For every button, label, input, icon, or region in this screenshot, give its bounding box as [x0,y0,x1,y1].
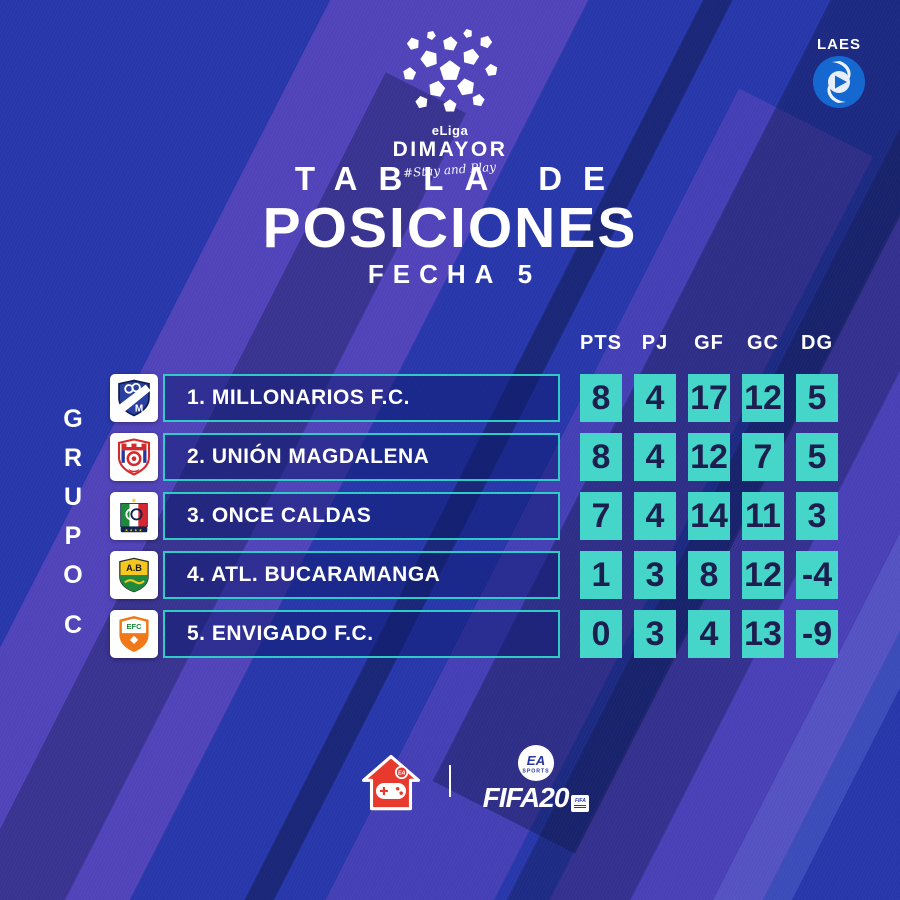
bucaramanga-crest: A.B [110,551,158,599]
team-bar: 2. UNIÓN MAGDALENA [163,433,560,481]
eliga-wordmark-small: eLiga [431,123,469,138]
group-letter: U [63,483,83,511]
envigado-crest-letters: EFC [127,622,143,631]
stat-pts: 0 [580,610,622,658]
col-header-gf: GF [694,332,724,354]
team-bar: 5. ENVIGADO F.C. [163,610,560,658]
union-magdalena-crest [110,433,158,481]
stat-gc: 11 [742,492,784,540]
stat-pj: 3 [634,610,676,658]
title-matchday: FECHA 5 [367,259,542,290]
table-row-union-magdalena: 2. UNIÓN MAGDALENA 8 4 12 7 5 [110,433,900,481]
stats-column-headers: PTS PJ GF GC DG [110,332,900,358]
laes-badge-icon [813,56,865,108]
fifa-box-label: FIFA [574,798,586,804]
bucaramanga-crest-icon: A.B [119,557,149,593]
team-name: 3. ONCE CALDAS [187,504,372,527]
team-name: 5. ENVIGADO F.C. [187,622,374,645]
col-header-gc: GC [747,332,779,354]
pentagon-network-icon [402,27,499,112]
stat-dg: -4 [796,551,838,599]
house-ea-letters: EA [398,771,406,777]
fifa-box-icon: FIFA [571,795,590,812]
group-letter: O [63,561,83,589]
fifa20-wordmark: FIFA20 FIFA [483,784,590,812]
bucaramanga-crest-letters: A.B [126,563,142,573]
envigado-crest: EFC [110,610,158,658]
stat-pj: 3 [634,551,676,599]
fifa20-text: FIFA20 [482,782,570,813]
stat-pts: 8 [580,374,622,422]
millonarios-crest: M [110,374,158,422]
once-caldas-crest: ★ ★★★★ [110,492,158,540]
dimayor-wordmark: DIMAYOR [392,138,508,161]
team-bar: 1. MILLONARIOS F.C. [163,374,560,422]
once-caldas-star: ★ [131,497,137,505]
stat-gc: 12 [742,551,784,599]
ea-letters: EA [527,753,545,768]
stat-gc: 12 [742,374,784,422]
stat-pts: 1 [580,551,622,599]
stat-gf: 14 [688,492,730,540]
stat-dg: 3 [796,492,838,540]
page-title: TABLA DE POSICIONES FECHA 5 [0,160,900,290]
union-magdalena-crest-icon [117,438,151,476]
stat-dg: 5 [796,433,838,481]
millonarios-crest-icon: M [118,379,151,417]
team-bar: 4. ATL. BUCARAMANGA [163,551,560,599]
team-name: 1. MILLONARIOS F.C. [187,386,411,409]
envigado-crest-icon: EFC [119,616,149,653]
ea-stay-home-logo: EA [360,752,422,819]
team-name: 4. ATL. BUCARAMANGA [187,563,441,586]
stat-gc: 7 [742,433,784,481]
stat-pts: 7 [580,492,622,540]
title-line-1: TABLA DE [294,160,627,197]
table-row-once-caldas: ★ ★★★★ 3. ONCE CALDAS 7 4 14 11 3 [110,492,900,540]
laes-logo: LAES [796,36,882,114]
stat-pj: 4 [634,492,676,540]
stat-gf: 12 [688,433,730,481]
team-bar: 3. ONCE CALDAS [163,492,560,540]
table-row-envigado: EFC 5. ENVIGADO F.C. 0 3 4 13 -9 [110,610,900,658]
millonarios-crest-letter: M [135,403,143,414]
eliga-dimayor-logo: eLiga DIMAYOR #Stay and Play [0,24,900,180]
group-letter-c: C [63,611,83,639]
stat-gf: 8 [688,551,730,599]
stat-pts: 8 [580,433,622,481]
title-line-2: POSICIONES [262,195,638,260]
table-row-millonarios: M 1. MILLONARIOS F.C. 8 4 17 12 5 [110,374,900,422]
house-gamepad-icon: EA [361,754,421,811]
group-letter: G [63,405,83,433]
standings-table: M 1. MILLONARIOS F.C. 8 4 17 12 5 2. UNI… [110,374,900,669]
group-letter: P [64,522,82,550]
svg-text:★★★★: ★★★★ [125,528,143,532]
ea-sports-fifa20-logo: EA SPORTS FIFA20 FIFA [476,744,596,812]
footer-divider [449,765,451,797]
col-header-pj: PJ [641,332,669,354]
group-label: G R U P O C [55,400,91,645]
team-name: 2. UNIÓN MAGDALENA [187,445,430,468]
stat-dg: 5 [796,374,838,422]
table-row-bucaramanga: A.B 4. ATL. BUCARAMANGA 1 3 8 12 -4 [110,551,900,599]
stat-dg: -9 [796,610,838,658]
stat-gc: 13 [742,610,784,658]
footer-sponsors: EA EA SPORTS FIFA20 FIFA [0,744,900,844]
col-header-dg: DG [801,332,833,354]
sports-letters: SPORTS [522,769,549,775]
group-letter: R [63,444,83,472]
stat-gf: 17 [688,374,730,422]
col-header-pts: PTS [580,332,622,354]
stat-pj: 4 [634,374,676,422]
laes-wordmark: LAES [816,36,861,53]
stat-pj: 4 [634,433,676,481]
once-caldas-crest-icon: ★ ★★★★ [120,497,148,532]
ea-sports-badge-icon: EA SPORTS [517,744,555,782]
stat-gf: 4 [688,610,730,658]
